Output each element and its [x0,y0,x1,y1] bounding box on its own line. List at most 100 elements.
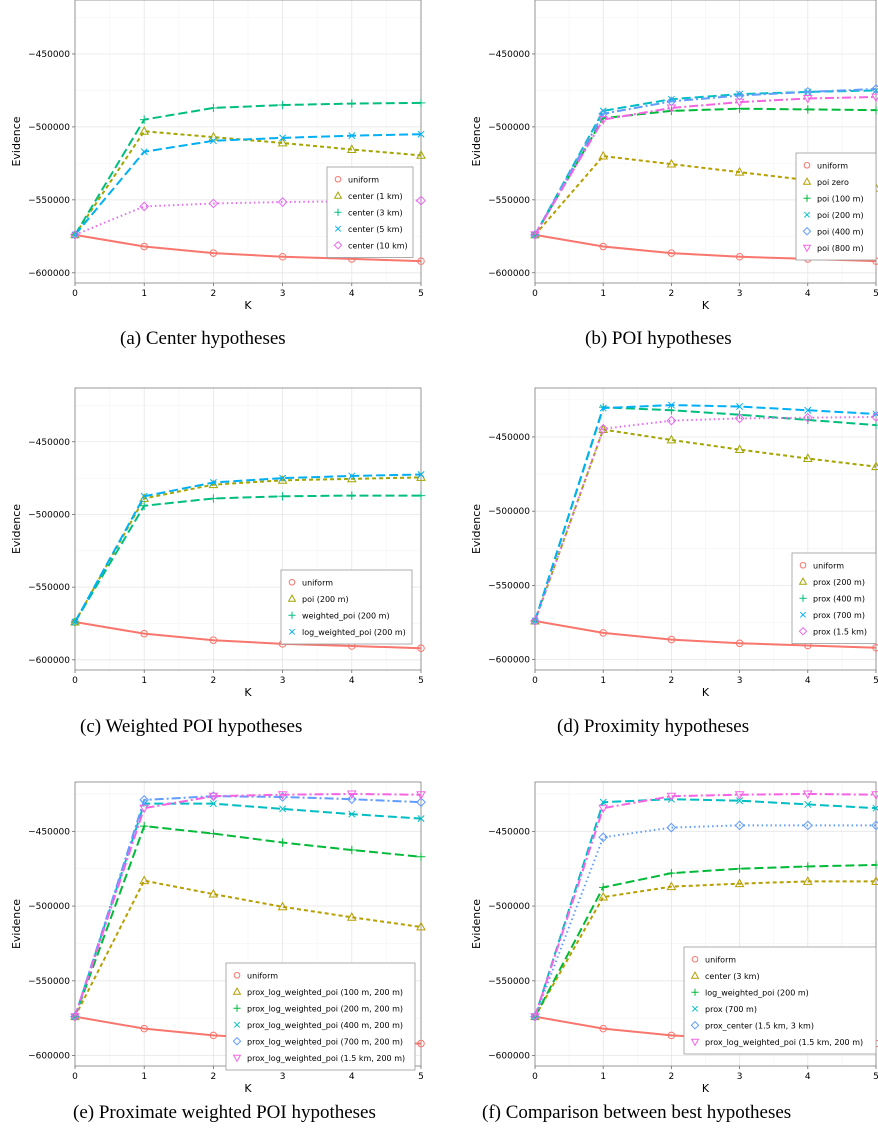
data-point [140,629,148,638]
legend-key [288,578,296,586]
figure-caption: (a) Center hypotheses [120,328,286,349]
x-tick-label: 5 [873,289,878,299]
x-tick-label: 3 [280,289,286,299]
data-point [803,415,812,425]
y-axis-title: Evidence [10,504,23,554]
data-point [530,1013,540,1022]
data-point [599,798,607,806]
data-point [209,137,217,145]
x-tick-label: 1 [141,289,147,299]
plot-frame [74,0,422,284]
x-tick-label: 5 [418,1072,424,1082]
series-line [534,798,877,1017]
y-tick-label: −450000 [488,433,530,443]
series-line [74,476,422,623]
legend-label: prox_log_weighted_poi (100 m, 200 m) [247,988,403,997]
data-point [871,420,878,430]
data-point [598,423,609,434]
data-point [346,794,357,805]
data-point [416,852,426,861]
legend-label: poi (100 m) [817,194,864,203]
legend: uniform poi zero poi (100 m) poi (200 m) poi… [795,152,877,261]
series-uniform [71,231,425,265]
plot-frame [534,0,877,284]
data-point [417,1039,425,1048]
legend-key [287,594,297,602]
y-tick-label: −600000 [28,269,70,279]
data-point [666,822,677,833]
data-point [209,800,217,808]
x-tick-label: 3 [737,289,743,299]
data-point [599,629,607,637]
series-uniform [531,617,878,652]
figure-caption: (c) Weighted POI hypotheses [80,716,303,737]
data-point [667,401,675,409]
x-tick-label: 2 [211,289,217,299]
series-line [534,792,877,1017]
x-tick-label: 0 [72,676,78,686]
y-tick-label: −550000 [488,977,530,987]
data-point [416,195,426,206]
series-line [534,404,877,622]
x-tick-label: 0 [72,1072,78,1082]
data-point [277,137,288,147]
series-line [74,494,421,623]
plot-frame [74,387,422,671]
legend-key [799,561,807,569]
y-tick-label: −600000 [28,1052,70,1062]
y-tick-label: −550000 [28,196,70,206]
data-point [734,444,745,454]
data-point [209,1031,218,1040]
data-point [734,878,745,888]
x-tick-label: 4 [349,1072,355,1082]
data-point [279,805,287,813]
legend-label: prox_log_weighted_poi (400 m, 200 m) [247,1021,403,1030]
data-point [347,845,356,855]
legend-key [802,244,812,253]
data-point [667,106,676,116]
legend-key [690,1020,700,1030]
series-line [74,792,422,1017]
x-tick-label: 4 [349,289,355,299]
data-point [209,494,218,503]
data-point [802,86,813,97]
series-line [74,101,422,236]
data-point [734,166,745,176]
data-point [139,126,150,135]
data-point [872,804,878,812]
x-tick-label: 4 [805,289,811,299]
data-point [734,90,745,101]
legend-box [683,946,877,1055]
y-tick-label: −450000 [28,827,70,837]
legend-key [232,1036,242,1046]
data-point [346,790,357,800]
data-point [735,252,744,261]
x-tick-label: 3 [737,1072,743,1082]
series-line [534,620,877,649]
x-tick-label: 5 [873,676,878,686]
legend-label: weighted_poi (200 m) [302,611,390,620]
x-tick-label: 0 [532,1072,538,1082]
data-point [666,415,677,426]
x-axis-title: K [244,686,252,699]
data-point [667,868,676,878]
x-axis-title: K [244,1082,252,1095]
x-axis-title: K [702,686,710,699]
legend-label: uniform [247,971,278,980]
data-point [599,242,607,251]
legend-key [288,628,296,635]
series-poi (400 m) [530,84,878,240]
data-point [871,820,878,831]
series-line [534,107,877,236]
legend-label: prox (200 m) [813,578,865,587]
series-line [534,863,877,1018]
x-tick-label: 3 [280,1072,286,1082]
data-point [735,864,744,873]
legend-box [280,569,413,645]
data-point [71,618,79,626]
data-point [277,197,288,207]
figure-caption: (b) POI hypotheses [585,328,732,349]
data-point [140,148,148,156]
series-line [74,130,422,236]
legend-label: center (10 km) [348,241,408,250]
